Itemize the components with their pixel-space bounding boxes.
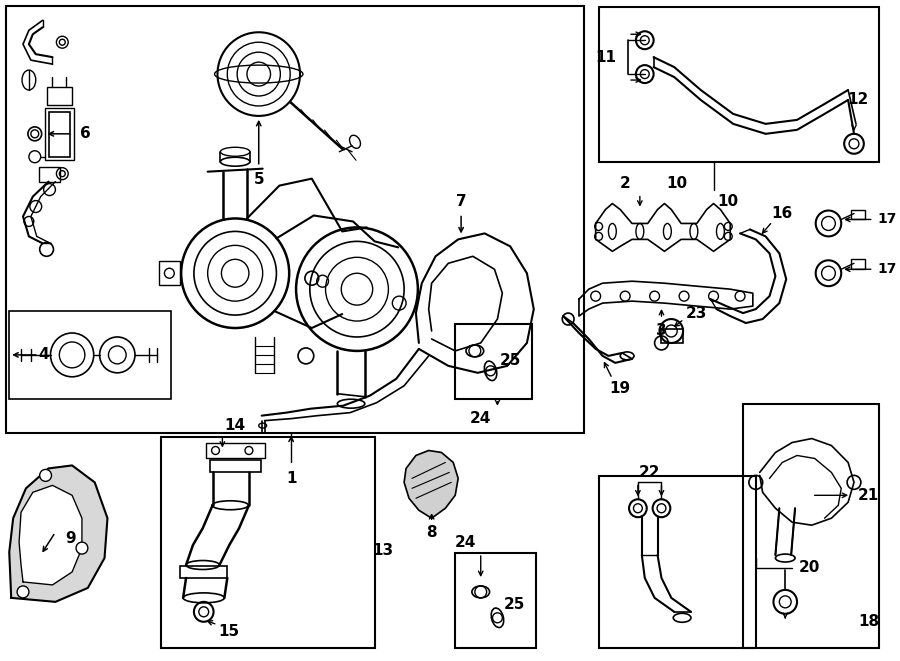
Text: 17: 17 xyxy=(878,212,897,227)
Bar xyxy=(851,259,865,269)
Text: 5: 5 xyxy=(254,172,264,187)
Bar xyxy=(6,7,584,432)
Circle shape xyxy=(17,586,29,598)
Text: 4: 4 xyxy=(38,348,49,362)
Circle shape xyxy=(636,65,653,83)
Circle shape xyxy=(40,469,51,481)
Text: 12: 12 xyxy=(847,93,868,108)
Text: 9: 9 xyxy=(65,531,76,545)
Bar xyxy=(158,261,180,285)
Bar xyxy=(39,167,60,182)
Bar xyxy=(455,324,532,399)
Polygon shape xyxy=(19,485,82,585)
Text: 15: 15 xyxy=(219,624,239,639)
Circle shape xyxy=(815,260,842,286)
Text: 23: 23 xyxy=(686,305,707,321)
Text: 25: 25 xyxy=(500,354,521,368)
Text: 25: 25 xyxy=(503,598,525,612)
Text: 7: 7 xyxy=(455,194,466,209)
Bar xyxy=(598,7,878,162)
Text: 16: 16 xyxy=(771,206,793,221)
Text: 10: 10 xyxy=(667,176,688,191)
Text: 3: 3 xyxy=(656,323,667,338)
Text: 24: 24 xyxy=(470,411,491,426)
Text: 19: 19 xyxy=(609,381,631,396)
Circle shape xyxy=(76,542,88,554)
Text: 24: 24 xyxy=(455,535,477,549)
Bar xyxy=(206,442,265,459)
Text: 17: 17 xyxy=(878,262,897,276)
Polygon shape xyxy=(9,465,107,602)
Polygon shape xyxy=(404,451,458,518)
Text: 8: 8 xyxy=(427,525,436,539)
Bar xyxy=(598,477,756,648)
Bar xyxy=(210,461,261,473)
Text: 2: 2 xyxy=(620,176,631,191)
Text: 18: 18 xyxy=(858,614,879,629)
Text: 14: 14 xyxy=(225,418,246,433)
Bar xyxy=(180,566,228,578)
Text: 1: 1 xyxy=(286,471,296,486)
Text: 20: 20 xyxy=(799,561,821,576)
Bar xyxy=(455,553,536,648)
Bar xyxy=(9,311,171,399)
Bar xyxy=(662,329,683,343)
Text: 22: 22 xyxy=(639,465,661,480)
Circle shape xyxy=(844,134,864,154)
Text: 13: 13 xyxy=(372,543,393,558)
Bar xyxy=(743,404,878,648)
Bar xyxy=(47,87,72,105)
Text: 6: 6 xyxy=(79,126,90,141)
Text: 10: 10 xyxy=(717,194,739,209)
Bar xyxy=(851,210,865,219)
Bar xyxy=(49,112,70,157)
Text: 11: 11 xyxy=(595,50,616,65)
Circle shape xyxy=(636,31,653,49)
Bar xyxy=(160,436,374,648)
Text: 21: 21 xyxy=(858,488,879,503)
Circle shape xyxy=(815,210,842,237)
Bar xyxy=(45,108,74,160)
